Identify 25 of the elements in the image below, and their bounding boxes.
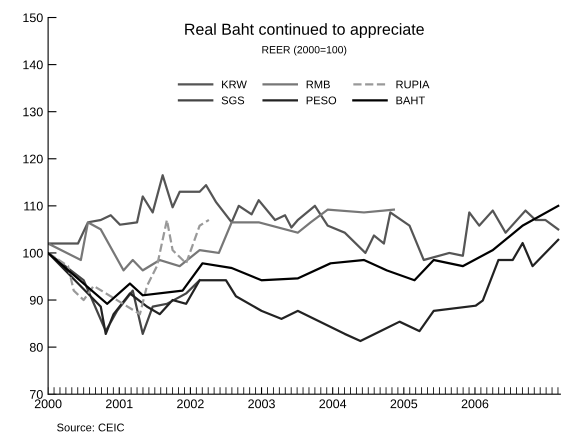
y-tick-label: 130 xyxy=(23,107,43,116)
x-tick-label: 2005 xyxy=(390,399,418,408)
chart-title: Real Baht continued to appreciate xyxy=(185,23,424,38)
y-tick-label: 90 xyxy=(30,296,43,305)
x-tick-label: 2006 xyxy=(462,399,488,408)
y-tick-label: 110 xyxy=(24,202,43,211)
y-tick-label: 100 xyxy=(23,248,43,258)
legend-label: RMB xyxy=(306,80,330,88)
text: REER (2000=100) xyxy=(262,46,346,56)
y-tick-label: 140 xyxy=(23,60,43,70)
y-tick-label: 70 xyxy=(30,390,43,399)
legend-label: BAHT xyxy=(396,96,425,104)
x-tick-label: 2002 xyxy=(177,399,204,408)
legend-label: PESO xyxy=(306,96,336,104)
legend-label: KRW xyxy=(222,80,247,88)
y-tick-label: 80 xyxy=(30,342,43,352)
x-tick-label: 2003 xyxy=(248,399,275,408)
x-tick-label: 2000 xyxy=(34,399,62,408)
legend-label: RUPIA xyxy=(396,80,430,88)
source-note: Source: CEIC xyxy=(57,424,124,432)
legend-label: SGS xyxy=(222,96,244,104)
y-tick-label: 150 xyxy=(23,13,43,22)
x-tick-label: 2001 xyxy=(106,399,133,408)
x-tick-label: 2004 xyxy=(319,399,346,408)
y-tick-label: 120 xyxy=(23,154,43,164)
